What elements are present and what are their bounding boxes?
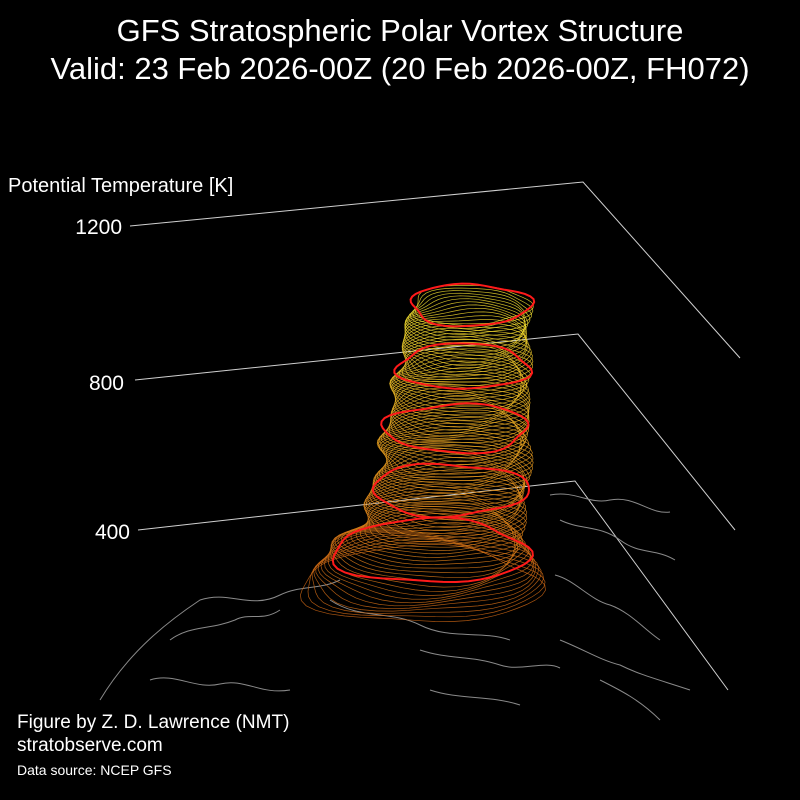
- vortex-isosurface-ring: [389, 366, 528, 414]
- vortex-isosurface-ring: [401, 327, 529, 373]
- coastline: [559, 519, 676, 561]
- vortex-isosurface-ring: [376, 445, 530, 497]
- vortex-highlight-level: [393, 342, 534, 390]
- vortex-isosurface-ring: [389, 360, 524, 406]
- credit-site[interactable]: stratobserve.com: [17, 735, 163, 756]
- vortex-isosurface-ring: [364, 495, 527, 548]
- credit-data-source: Data source: NCEP GFS: [17, 762, 172, 778]
- coastline: [149, 677, 291, 692]
- vortex-isosurface-ring: [404, 307, 527, 352]
- vortex-isosurface-ring: [378, 413, 525, 462]
- vortex-isosurface-ring: [320, 531, 535, 604]
- vortex-isosurface-ring: [377, 425, 530, 475]
- axes-box: [129, 181, 741, 691]
- vortex-isosurface-ring: [315, 534, 539, 610]
- vortex-isosurface-ring: [391, 354, 527, 400]
- vortex-isosurface-ring: [403, 335, 533, 380]
- z-tick-label: 1200: [75, 216, 122, 239]
- vortex-isosurface-ring: [371, 464, 525, 517]
- vortex-isosurface-ring: [403, 319, 527, 363]
- grid-line: [134, 333, 736, 531]
- vortex-isosurface-ring: [376, 423, 527, 472]
- vortex-isosurface-ring: [404, 301, 526, 344]
- vortex-isosurface-ring: [307, 541, 546, 618]
- vortex-isosurface-ring: [390, 392, 530, 441]
- z-tick-label: 400: [94, 521, 130, 544]
- vortex-isosurface-ring: [406, 295, 529, 338]
- vortex-isosurface-ring: [392, 385, 530, 434]
- credit-author: Figure by Z. D. Lawrence (NMT): [17, 712, 290, 733]
- vortex-isosurface-ring: [383, 435, 534, 485]
- vortex-isosurface-ring: [404, 338, 534, 383]
- vortex-isosurface-ring: [355, 501, 524, 555]
- vortex-isosurface-ring: [404, 315, 528, 360]
- vortex-isosurface-ring: [381, 432, 533, 482]
- z-axis-label: Potential Temperature [K]: [8, 175, 234, 197]
- vortex-isosurface-ring: [390, 395, 530, 444]
- vortex-isosurface-ring: [405, 298, 526, 341]
- vortex-isosurface-ring: [376, 420, 524, 469]
- vortex-isosurface-ring: [369, 467, 524, 521]
- coastline: [419, 649, 561, 669]
- coastline: [329, 599, 511, 641]
- vortex-isosurface-ring: [341, 508, 519, 565]
- coastlines: [99, 493, 691, 721]
- vortex-isosurface-ring: [360, 498, 526, 551]
- vortex-isosurface-ring: [365, 476, 521, 528]
- vortex-isosurface-ring: [374, 448, 528, 500]
- vortex-isosurface-ring: [345, 506, 521, 562]
- vortex-structure: [300, 282, 546, 622]
- vortex-isosurface-ring: [300, 543, 546, 622]
- vortex-isosurface-ring: [381, 441, 533, 491]
- coastline: [549, 493, 671, 513]
- chart-title: GFS Stratospheric Polar Vortex Structure: [116, 13, 684, 48]
- coastline: [429, 689, 521, 706]
- vortex-isosurface-ring: [367, 471, 523, 525]
- vortex-isosurface-ring: [327, 529, 533, 596]
- vortex-isosurface-ring: [378, 429, 532, 478]
- vortex-isosurface-ring: [407, 292, 531, 335]
- vortex-isosurface-ring: [372, 457, 525, 509]
- coastline: [554, 574, 661, 641]
- vortex-isosurface-ring: [363, 481, 523, 534]
- vortex-highlight-level: [371, 462, 531, 519]
- vortex-highlight-level: [331, 516, 534, 584]
- vortex-isosurface-ring: [366, 492, 528, 545]
- vortex-isosurface-ring: [311, 538, 544, 614]
- vortex-isosurface-ring: [334, 513, 520, 574]
- coastline: [99, 579, 341, 701]
- vortex-highlight-level: [409, 282, 536, 328]
- vortex-isosurface-ring: [392, 374, 530, 421]
- vortex-isosurface-ring: [410, 290, 532, 332]
- vortex-isosurface-ring: [394, 377, 531, 425]
- z-tick-label: 800: [88, 372, 124, 395]
- vortex-isosurface-ring: [402, 332, 532, 378]
- chart-subtitle: Valid: 23 Feb 2026-00Z (20 Feb 2026-00Z,…: [50, 51, 750, 86]
- coastline: [169, 609, 281, 641]
- vortex-highlight-level: [380, 402, 530, 455]
- vortex-isosurface-ring: [379, 443, 532, 494]
- vortex-isosurface-ring: [394, 381, 531, 428]
- vortex-isosurface-ring: [332, 515, 524, 579]
- vortex-isosurface-ring: [395, 348, 531, 393]
- vortex-isosurface-ring: [404, 311, 527, 356]
- vortex-isosurface-ring: [372, 453, 525, 505]
- vortex-isosurface-ring: [373, 450, 526, 502]
- vortex-isosurface-ring: [380, 409, 527, 459]
- coastline: [599, 679, 661, 721]
- coastline: [559, 639, 691, 691]
- grid-line: [137, 480, 729, 691]
- grid-line: [129, 181, 741, 359]
